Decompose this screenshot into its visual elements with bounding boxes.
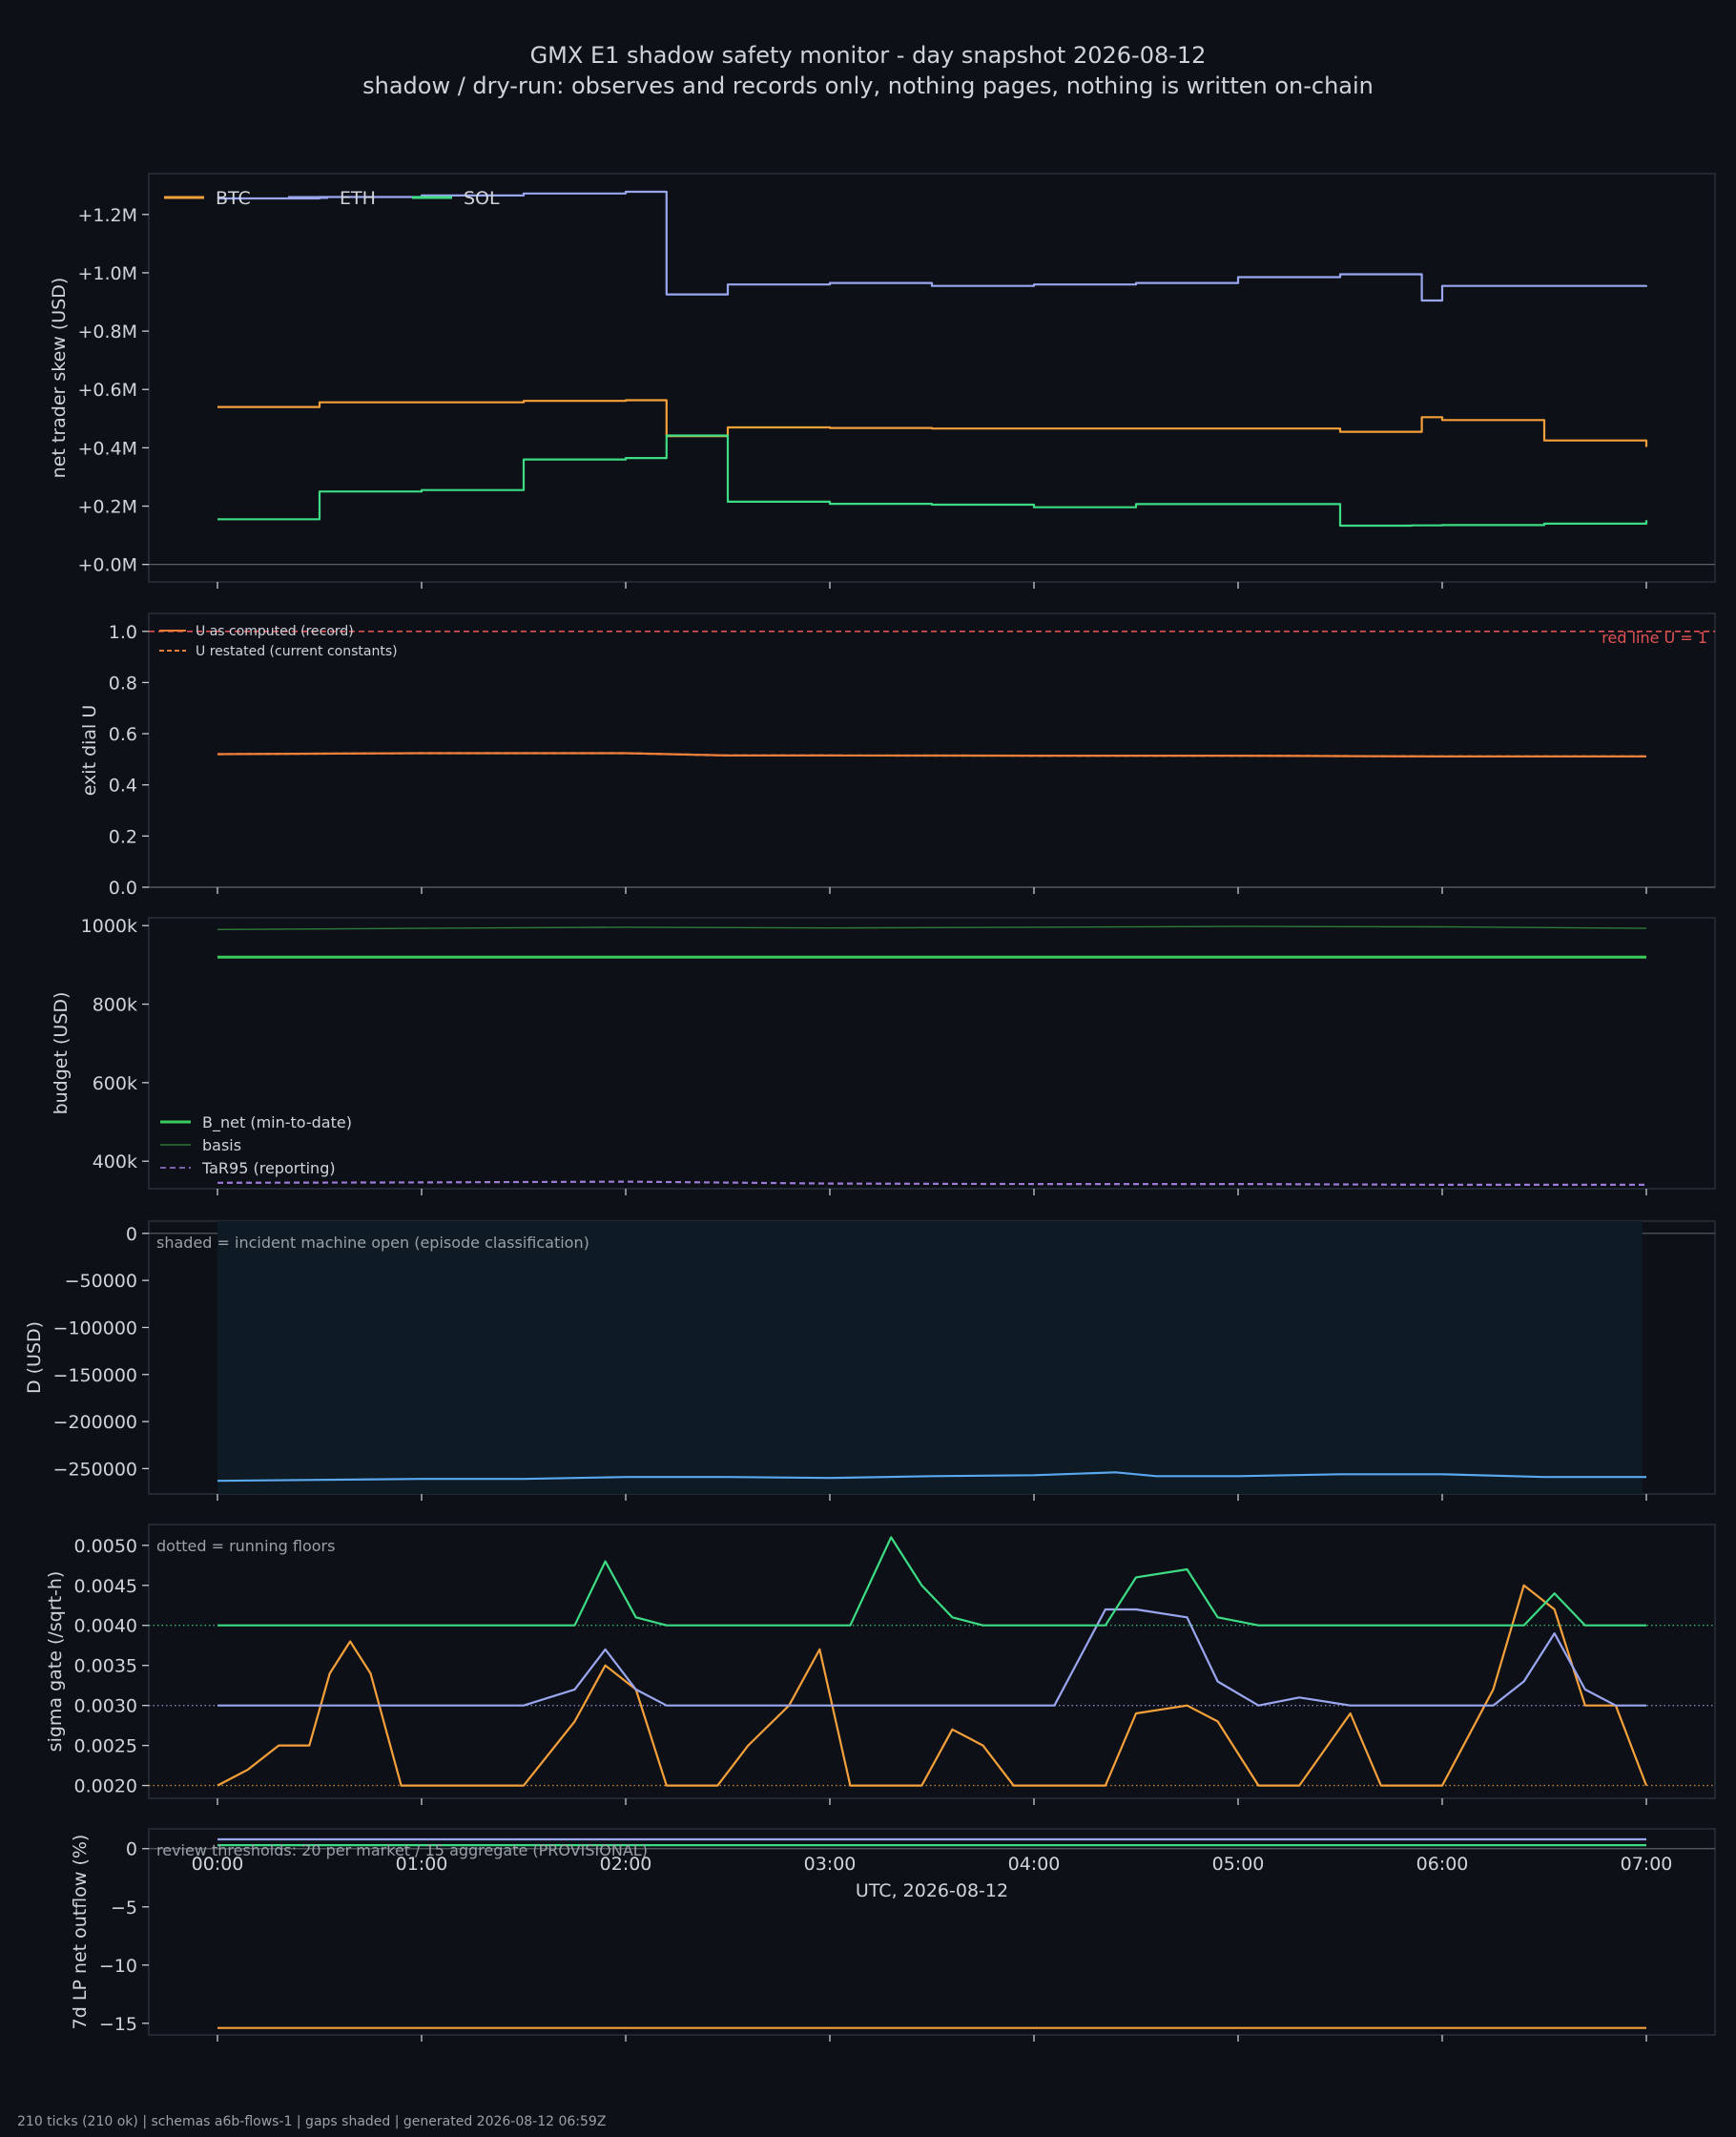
y-tick-label: 0.0 bbox=[109, 878, 137, 899]
series-line-basis bbox=[217, 925, 1647, 930]
x-tick-label: 05:00 bbox=[1212, 1854, 1265, 1875]
panel-frame bbox=[148, 1524, 1716, 1799]
y-axis-label: budget (USD) bbox=[51, 992, 72, 1115]
y-tick-label: 0 bbox=[126, 1839, 137, 1860]
y-tick-label: 1000k bbox=[81, 916, 137, 937]
y-tick-label: −10 bbox=[99, 1956, 137, 1977]
y-tick-label: 400k bbox=[93, 1151, 137, 1172]
y-tick-label: +1.0M bbox=[77, 263, 137, 284]
series-line-eth bbox=[217, 1608, 1646, 1707]
incident-shaded-span bbox=[217, 1221, 1643, 1494]
y-tick-label: 0.2 bbox=[109, 826, 137, 847]
plot-area bbox=[217, 1837, 1646, 2029]
panel-annotation: shaded = incident machine open (episode … bbox=[156, 1234, 589, 1252]
panel-skew: +0.0M +0.2M +0.4M +0.6M +0.8M +1.0M +1.2M net t… bbox=[49, 173, 1716, 589]
x-tick-label: 00:00 bbox=[192, 1854, 244, 1875]
series-line-btc bbox=[217, 399, 1648, 447]
series-line-sol bbox=[217, 434, 1648, 528]
plot-area bbox=[217, 1221, 1646, 1494]
legend-label: basis bbox=[202, 1136, 241, 1154]
red-line-label: red line U = 1 bbox=[1602, 629, 1707, 647]
y-tick-label: +0.0M bbox=[77, 555, 137, 576]
y-tick-label: +1.2M bbox=[77, 205, 137, 226]
y-tick-label: 0.6 bbox=[109, 724, 137, 745]
y-tick-label: 0.0025 bbox=[74, 1736, 137, 1757]
y-tick-label: 800k bbox=[93, 995, 137, 1016]
plot-area bbox=[217, 190, 1648, 528]
x-axis-label: UTC, 2026-08-12 bbox=[856, 1880, 1008, 1901]
legend-label: BTC bbox=[216, 188, 251, 209]
y-axis-label: D (USD) bbox=[24, 1321, 45, 1394]
y-tick-label: −150000 bbox=[53, 1365, 137, 1386]
y-tick-label: −50000 bbox=[65, 1271, 137, 1292]
footer-status: 210 ticks (210 ok) | schemas a6b-flows-1… bbox=[17, 2114, 606, 2129]
y-tick-label: 0.0045 bbox=[74, 1576, 137, 1597]
y-axis-label: sigma gate (/sqrt-h) bbox=[45, 1571, 66, 1753]
y-tick-label: +0.8M bbox=[77, 322, 137, 342]
y-tick-label: +0.2M bbox=[77, 497, 137, 518]
chart-subtitle: shadow / dry-run: observes and records o… bbox=[362, 73, 1374, 99]
panel-exit-dial: 0.0 0.2 0.4 0.6 0.8 1.0 exit dial U red line U … bbox=[79, 612, 1716, 899]
x-tick-label: 03:00 bbox=[804, 1854, 857, 1875]
y-tick-label: 0.0020 bbox=[74, 1776, 137, 1797]
y-tick-label: 600k bbox=[93, 1073, 137, 1094]
panel-sigma-gate: 0.0020 0.0025 0.0030 0.0035 0.0040 0.0045 0.00… bbox=[45, 1524, 1716, 1805]
legend-label: B_net (min-to-date) bbox=[202, 1113, 352, 1132]
panel-drawdown: −250000 −200000 −150000 −100000 −50000 0 D (US… bbox=[24, 1220, 1716, 1501]
panel-frame bbox=[148, 612, 1716, 888]
y-axis-label: exit dial U bbox=[79, 705, 100, 797]
y-axis-label: 7d LP net outflow (%) bbox=[70, 1835, 91, 2030]
x-tick-label: 02:00 bbox=[600, 1854, 652, 1875]
y-tick-label: 0.4 bbox=[109, 776, 137, 797]
series-line-d bbox=[217, 1471, 1646, 1483]
legend-label: U restated (current constants) bbox=[196, 644, 398, 659]
y-tick-label: −200000 bbox=[53, 1412, 137, 1433]
series-line-sol bbox=[217, 1536, 1646, 1627]
y-tick-label: +0.6M bbox=[77, 380, 137, 401]
x-tick-label: 01:00 bbox=[396, 1854, 448, 1875]
y-tick-label: 0.0040 bbox=[74, 1616, 137, 1637]
y-tick-label: 0 bbox=[126, 1224, 137, 1245]
y-tick-label: 0.0035 bbox=[74, 1656, 137, 1677]
y-tick-label: −5 bbox=[111, 1898, 137, 1919]
y-tick-label: 0.8 bbox=[109, 673, 137, 694]
legend-label: TaR95 (reporting) bbox=[201, 1159, 336, 1177]
panel-budget: 400k 600k 800k 1000k budget (USD) B_net (min-… bbox=[51, 916, 1716, 1195]
panel-frame bbox=[148, 173, 1716, 583]
legend-label: SOL bbox=[464, 188, 500, 209]
series-line-eth bbox=[217, 190, 1648, 302]
plot-area bbox=[217, 925, 1647, 1186]
plot-area bbox=[149, 630, 1715, 757]
y-tick-label: −250000 bbox=[53, 1459, 137, 1480]
series-line-btc bbox=[217, 1584, 1648, 1787]
panel-annotation: dotted = running floors bbox=[156, 1537, 335, 1555]
panel-lp-outflow: −15 −10 −5 0 7d LP net outflow (%) review thr… bbox=[70, 1828, 1716, 2042]
series-line-u-restated-current-constants- bbox=[217, 752, 1646, 757]
y-tick-label: 1.0 bbox=[109, 622, 137, 643]
plot-area bbox=[149, 1536, 1715, 1787]
x-tick-label: 07:00 bbox=[1621, 1854, 1673, 1875]
y-tick-label: −15 bbox=[99, 2014, 137, 2035]
y-tick-label: +0.4M bbox=[77, 438, 137, 459]
chart-title: GMX E1 shadow safety monitor - day snaps… bbox=[530, 42, 1207, 69]
y-axis-label: net trader skew (USD) bbox=[49, 278, 70, 479]
panel-frame bbox=[148, 917, 1716, 1190]
x-axis-ticks: 00:00 01:00 02:00 03:00 04:00 05:00 06:00 07:00 bbox=[192, 1854, 1673, 1875]
legend-label: U as computed (record) bbox=[196, 624, 354, 639]
y-tick-label: −100000 bbox=[53, 1317, 137, 1338]
x-tick-label: 04:00 bbox=[1008, 1854, 1061, 1875]
y-tick-label: 0.0030 bbox=[74, 1696, 137, 1717]
panel-frame bbox=[148, 1828, 1716, 2036]
x-tick-label: 06:00 bbox=[1416, 1854, 1469, 1875]
panel-annotation: review thresholds: 20 per market / 15 ag… bbox=[156, 1841, 648, 1859]
y-tick-label: 0.0050 bbox=[74, 1536, 137, 1557]
legend-label: ETH bbox=[340, 188, 376, 209]
